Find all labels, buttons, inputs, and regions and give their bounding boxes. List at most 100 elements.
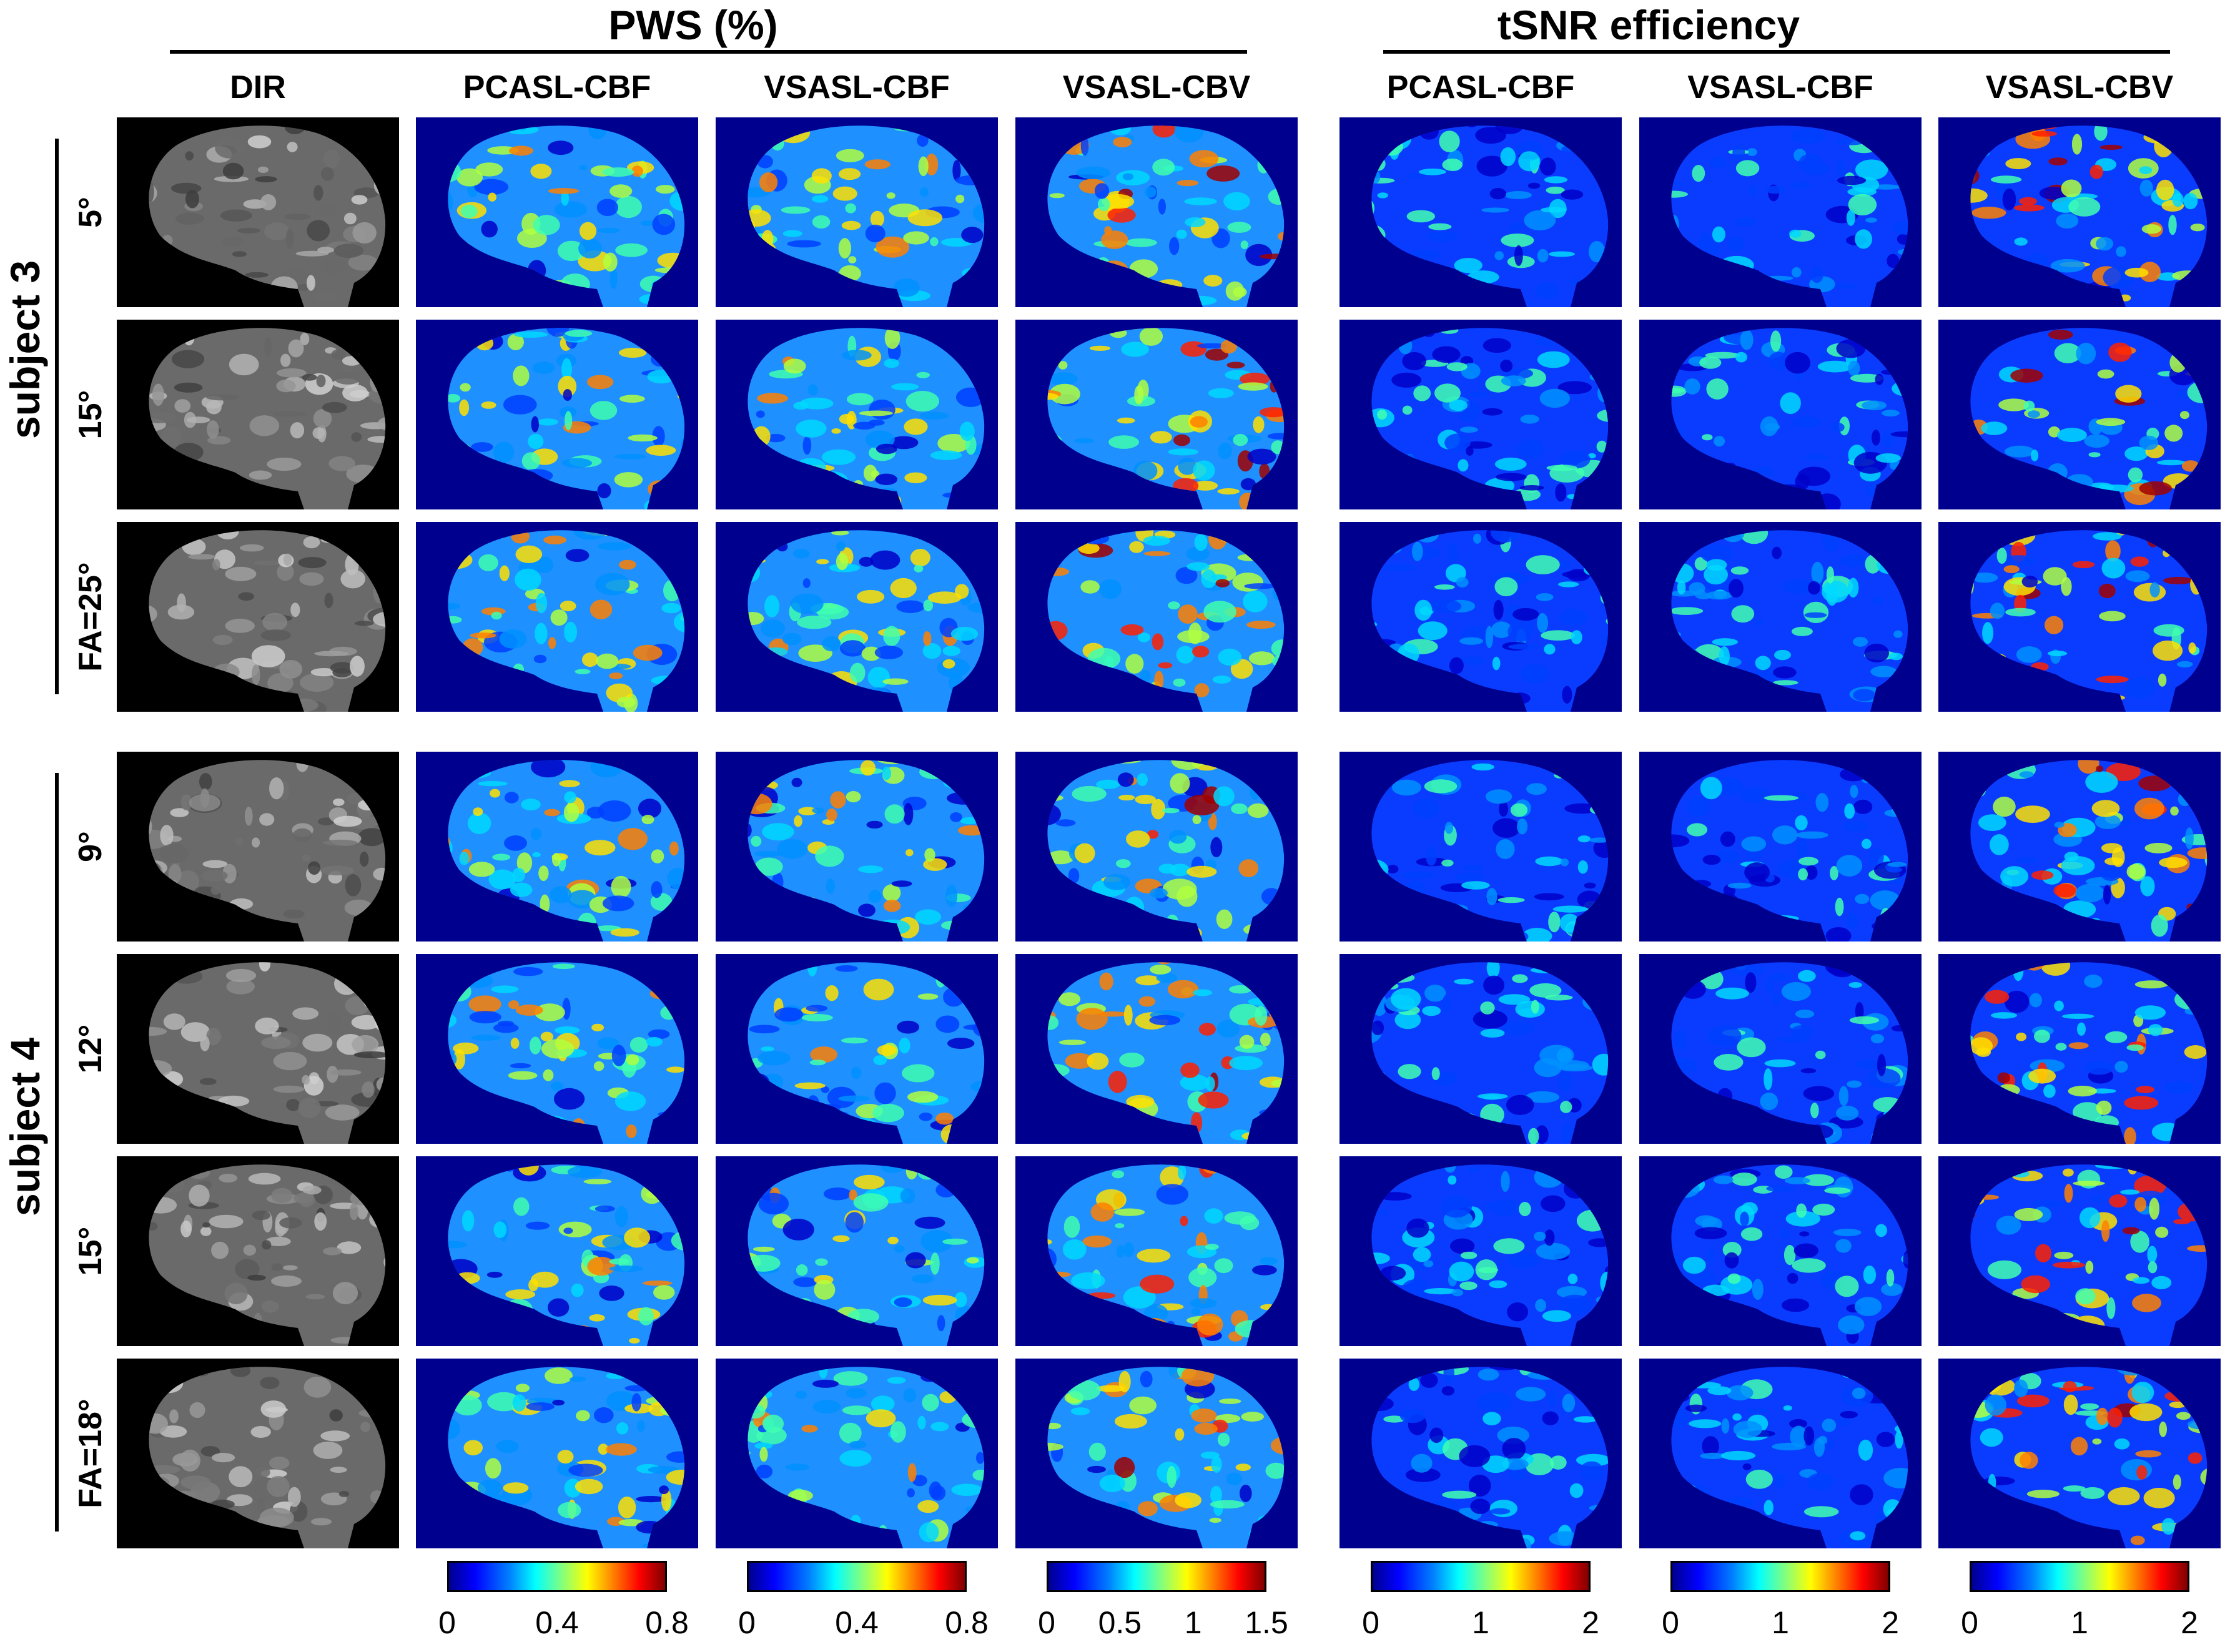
- signal-blob: [1371, 995, 1373, 1001]
- signal-blob: [1252, 1265, 1277, 1276]
- signal-blob: [1080, 137, 1089, 156]
- signal-blob: [615, 243, 648, 257]
- signal-blob: [448, 964, 453, 975]
- signal-blob: [1246, 621, 1276, 629]
- signal-blob: [884, 358, 900, 368]
- signal-blob: [862, 925, 884, 942]
- signal-blob: [1747, 148, 1757, 156]
- signal-blob: [448, 1164, 450, 1171]
- tissue-blob: [327, 1066, 338, 1083]
- signal-blob: [747, 760, 764, 777]
- signal-blob: [616, 696, 636, 708]
- tissue-blob: [149, 1413, 168, 1434]
- signal-blob: [1248, 1384, 1283, 1400]
- signal-blob: [1719, 678, 1735, 695]
- signal-blob: [960, 1190, 984, 1211]
- signal-blob: [2184, 1045, 2207, 1059]
- signal-blob: [747, 1272, 764, 1292]
- signal-blob: [2193, 1412, 2208, 1424]
- signal-blob: [1682, 1314, 1716, 1328]
- signal-blob: [1875, 1527, 1891, 1536]
- signal-blob: [1675, 699, 1708, 712]
- signal-blob: [1047, 392, 1058, 401]
- signal-blob: [1442, 1490, 1477, 1499]
- signal-blob: [509, 145, 533, 156]
- signal-blob: [1721, 467, 1752, 483]
- perfusion-map-panel: [1339, 117, 1622, 307]
- signal-blob: [1113, 275, 1137, 285]
- signal-blob: [859, 410, 893, 416]
- signal-blob: [1507, 1252, 1540, 1269]
- signal-blob: [1795, 1010, 1815, 1018]
- signal-blob: [1240, 478, 1256, 491]
- tissue-blob: [373, 1409, 386, 1430]
- signal-blob: [1905, 1315, 1908, 1332]
- tissue-blob: [180, 794, 192, 810]
- signal-blob: [762, 1414, 784, 1433]
- signal-blob: [1180, 1062, 1200, 1078]
- signal-blob: [2048, 157, 2068, 165]
- signal-blob: [1371, 1367, 1391, 1384]
- signal-blob: [1098, 197, 1110, 211]
- signal-blob: [1671, 1392, 1690, 1403]
- column-label-dir: DIR: [230, 69, 286, 106]
- tissue-blob: [380, 760, 386, 775]
- signal-blob: [1196, 343, 1227, 349]
- signal-blob: [478, 780, 508, 787]
- signal-blob: [1730, 963, 1765, 976]
- signal-blob: [1535, 282, 1560, 300]
- signal-blob: [1448, 542, 1458, 564]
- signal-blob: [869, 890, 882, 903]
- tissue-blob: [225, 566, 257, 581]
- signal-blob: [1260, 125, 1277, 135]
- signal-blob: [2021, 1275, 2051, 1294]
- signal-blob: [1413, 385, 1431, 401]
- signal-blob: [961, 157, 985, 165]
- signal-blob: [1689, 127, 1705, 142]
- signal-blob: [513, 966, 543, 976]
- signal-blob: [1735, 217, 1756, 227]
- signal-blob: [2135, 1450, 2162, 1458]
- tissue-blob: [286, 1099, 300, 1111]
- signal-blob: [864, 159, 890, 170]
- signal-blob: [448, 638, 455, 652]
- signal-blob: [1187, 562, 1210, 571]
- signal-blob: [760, 1367, 788, 1377]
- signal-blob: [2043, 1084, 2056, 1098]
- signal-blob: [1047, 481, 1067, 504]
- signal-blob: [624, 1385, 649, 1392]
- signal-blob: [2076, 1129, 2105, 1141]
- signal-blob: [1504, 191, 1532, 199]
- signal-blob: [1558, 1069, 1572, 1093]
- signal-blob: [1147, 830, 1159, 839]
- signal-blob: [793, 1277, 817, 1287]
- signal-blob: [751, 835, 762, 847]
- signal-blob: [1490, 1508, 1511, 1515]
- tissue-blob: [209, 291, 230, 307]
- signal-blob: [1212, 676, 1231, 684]
- signal-blob: [2103, 885, 2111, 905]
- signal-blob: [1727, 882, 1752, 889]
- signal-blob: [1181, 1367, 1215, 1387]
- signal-blob: [841, 220, 861, 230]
- signal-blob: [2128, 1164, 2138, 1175]
- signal-blob: [1770, 330, 1782, 352]
- signal-blob: [646, 445, 676, 456]
- signal-blob: [747, 793, 772, 815]
- signal-blob: [816, 559, 829, 564]
- signal-blob: [1825, 927, 1852, 942]
- signal-blob: [1251, 539, 1274, 559]
- tissue-blob: [225, 1131, 242, 1144]
- signal-blob: [1260, 1033, 1271, 1046]
- signal-blob: [894, 1245, 905, 1253]
- row-label-subject3-3: FA=25°: [72, 562, 109, 672]
- signal-blob: [1793, 1243, 1818, 1258]
- signal-blob: [1804, 612, 1827, 618]
- signal-blob: [1900, 1125, 1908, 1132]
- tissue-blob: [310, 668, 337, 677]
- signal-blob: [494, 1327, 514, 1341]
- signal-blob: [761, 1046, 774, 1052]
- signal-blob: [1458, 459, 1469, 472]
- signal-blob: [1671, 190, 1688, 198]
- tissue-blob: [358, 1409, 386, 1418]
